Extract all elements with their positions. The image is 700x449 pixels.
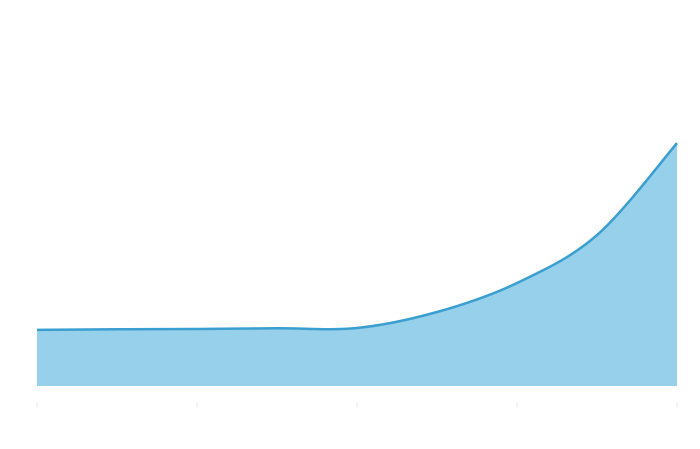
area [37, 143, 677, 386]
line [36, 142, 678, 332]
